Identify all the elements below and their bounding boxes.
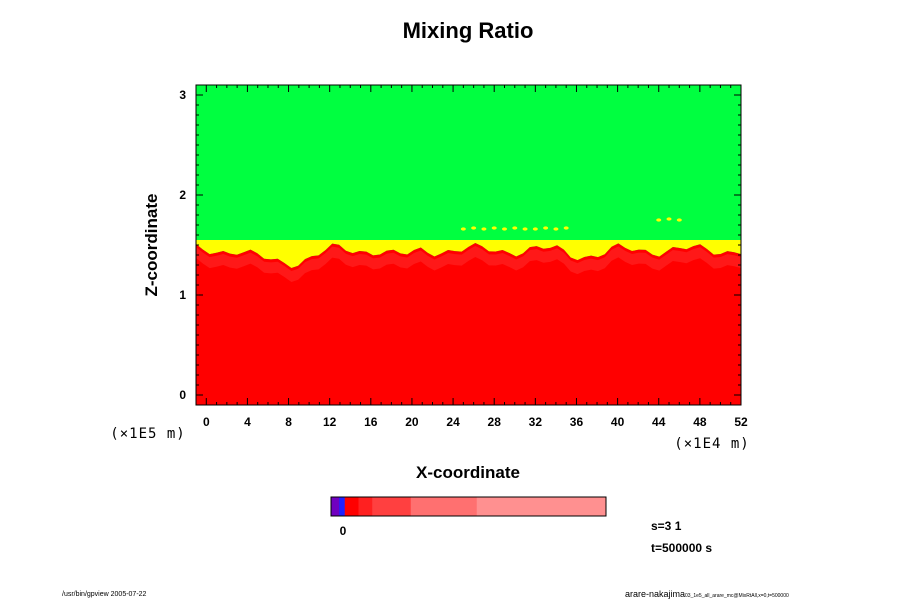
x-tick-label: 12 [323,415,337,429]
x-axis-title: X-coordinate [416,463,520,482]
x-tick-label: 20 [405,415,419,429]
speckle [563,226,569,230]
plot-area [196,85,741,405]
y-axis: 0 1 2 3 [179,88,741,402]
chart-title: Mixing Ratio [403,18,534,43]
y-axis-title: Z-coordinate [142,194,161,297]
x-tick-label: 32 [529,415,543,429]
speckles [460,217,682,231]
x-tick-label: 48 [693,415,707,429]
speckle [481,227,487,231]
x-tick-label: 0 [203,415,210,429]
x-axis-unit: (×1E4 m) [674,436,749,452]
colorbar-label: 0 [340,524,347,538]
speckle [543,226,549,230]
footer-left: /usr/bin/gpview 2005-07-22 [62,591,147,598]
speckle [522,227,528,231]
colorbar-segment [476,497,607,516]
y-tick-label: 1 [179,288,186,302]
region-lower-overlay [196,246,741,283]
speckle [532,227,538,231]
x-tick-label: 28 [488,415,502,429]
y-tick-label: 2 [179,188,186,202]
x-tick-label: 36 [570,415,584,429]
x-tick-label: 16 [364,415,378,429]
footer-right: arare-nakajima03_1e5_all_arare_mc@MixRtA… [625,589,789,599]
speckle [491,226,497,230]
colorbar-frame [330,496,607,517]
footer-right-main: arare-nakajima [625,589,685,599]
colorbar-segment [410,497,478,516]
y-tick-label: 0 [179,388,186,402]
region-transition [196,240,741,269]
colorbar-segment [358,497,373,516]
speckle [501,227,507,231]
speckle [666,217,672,221]
colorbar-segment [339,497,346,516]
x-tick-label: 8 [285,415,292,429]
colorbar-segment [331,497,340,516]
speckle [471,226,477,230]
colorbar-segment [344,497,359,516]
y-axis-unit: (×1E5 m) [110,426,185,442]
colorbar [331,497,607,516]
speckle [553,227,559,231]
y-tick-label: 3 [179,88,186,102]
speckle [512,226,518,230]
info-s: s=3 1 [651,519,682,533]
x-tick-label: 44 [652,415,666,429]
x-tick-label: 24 [446,415,460,429]
info-t: t=500000 s [651,541,712,555]
x-tick-label: 52 [734,415,748,429]
x-tick-label: 4 [244,415,251,429]
speckle [676,218,682,222]
x-tick-label: 40 [611,415,625,429]
x-axis: 0 4 8 12 16 20 24 28 32 36 40 44 48 52 [203,85,748,429]
region-lower [196,243,741,405]
footer-right-small: 03_1e5_all_arare_mc@MixRtAll,x=0,t=50000… [685,593,789,599]
colorbar-segment [372,497,412,516]
speckle [460,227,466,231]
speckle [656,218,662,222]
